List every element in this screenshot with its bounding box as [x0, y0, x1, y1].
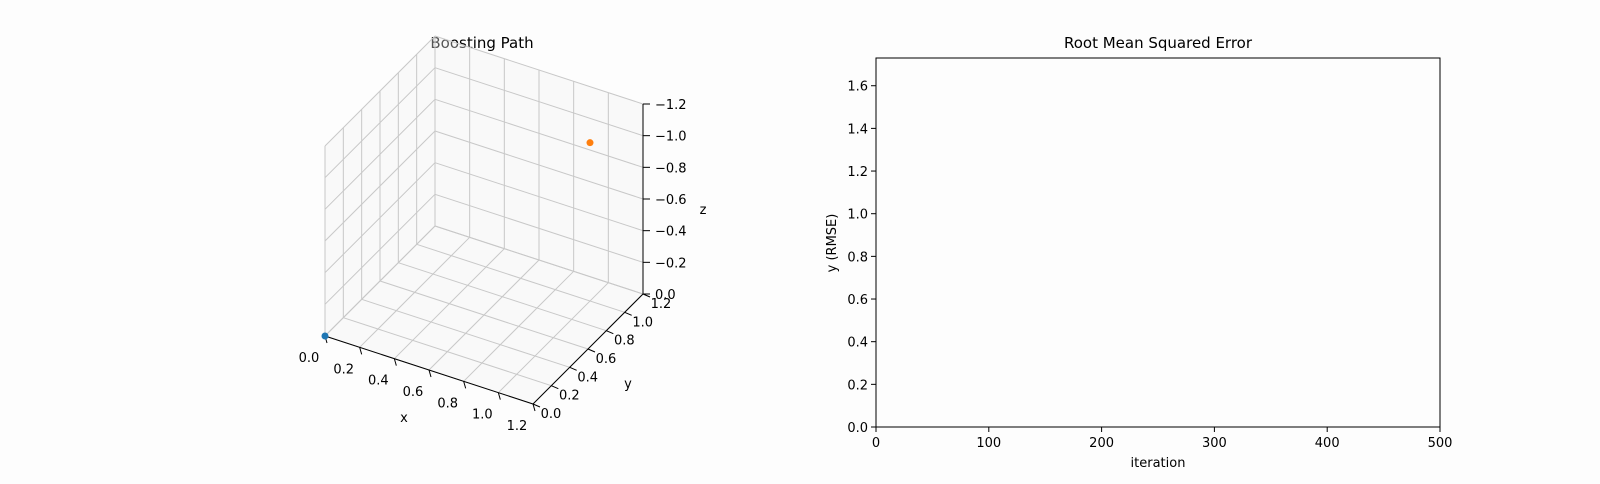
y-tick-mark [587, 348, 596, 353]
z-tick-label: −0.6 [655, 193, 687, 208]
rmse-y-tick-label: 1.2 [847, 165, 868, 180]
left-grid-line-z [324, 193, 436, 305]
back-grid-line-z [434, 225, 644, 295]
rmse-plot-area [875, 57, 1441, 428]
x-tick-label: 0.0 [299, 351, 320, 366]
rmse-x-tick-label: 500 [1428, 436, 1453, 451]
y-tick-label: 0.8 [614, 334, 635, 349]
left-grid-line-z [324, 67, 436, 179]
x-tick-mark [463, 381, 467, 389]
y-tick-mark [624, 311, 632, 316]
left-grid-line-z [324, 35, 436, 147]
floor-grid-line-y [379, 280, 589, 350]
left-grid-line-z [324, 130, 436, 242]
z-tick-label: 0.0 [655, 288, 676, 303]
rmse-title: Root Mean Squared Error [1064, 34, 1253, 52]
z-axis-label: z [700, 203, 707, 218]
x-axis-label: x [400, 411, 408, 426]
y-tick-label: 0.2 [559, 389, 580, 404]
y-tick-label: 0.4 [577, 370, 598, 385]
z-tick-label: −1.2 [655, 98, 687, 113]
y-tick-label: 0.0 [541, 407, 562, 422]
x-tick-mark [532, 403, 536, 412]
left-grid-line-z [324, 162, 436, 274]
rmse-y-tick-label: 0.8 [847, 250, 868, 265]
rmse-x-tick-label: 100 [976, 436, 1001, 451]
floor-grid-line-y [361, 298, 570, 368]
x-tick-mark [428, 369, 432, 378]
rmse-y-tick-label: 1.0 [847, 208, 868, 223]
data-point [321, 332, 329, 340]
rmse-y-tick-label: 1.4 [847, 122, 868, 137]
x-tick-mark [393, 358, 397, 366]
axes3d-panes [325, 36, 643, 404]
axes3d-grid [324, 35, 644, 405]
boosting-path-title: Boosting Path [430, 34, 533, 52]
rmse-y-axis-label: y (RMSE) [825, 214, 840, 273]
floor-grid-line-y [343, 317, 552, 387]
left-grid-line-z [324, 225, 436, 337]
y-tick-mark [569, 366, 577, 371]
y-tick-label: 0.6 [596, 352, 617, 367]
rmse-y-tick-label: 0.0 [847, 421, 868, 436]
x-tick-label: 0.8 [437, 396, 458, 411]
data-point [586, 139, 594, 147]
rmse-y-tick-label: 1.6 [847, 80, 868, 95]
back-grid-line-z [434, 98, 644, 168]
y-axis-label: y [624, 377, 632, 392]
y-tick-label: 1.2 [651, 297, 672, 312]
z-tick-label: −0.2 [655, 256, 687, 271]
axes3d-ticks: 0.00.20.40.60.81.01.20.00.20.40.60.81.01… [299, 98, 687, 434]
x-tick-mark [359, 347, 363, 355]
rmse-x-tick-label: 400 [1315, 436, 1340, 451]
rmse-y-tick-label: 0.2 [847, 378, 868, 393]
y-tick-mark [532, 403, 541, 408]
rmse-x-tick-label: 300 [1202, 436, 1227, 451]
x-tick-label: 0.2 [333, 362, 354, 377]
rmse-x-tick-label: 0 [872, 436, 880, 451]
back-grid-line-z [434, 130, 644, 200]
floor-grid-line-y [398, 262, 607, 332]
y-tick-label: 1.0 [632, 315, 653, 330]
floor-grid-line-y [416, 243, 625, 313]
z-tick-label: −0.4 [655, 225, 687, 240]
rmse-y-tick-label: 0.4 [847, 336, 868, 351]
rmse-y-ticks: 0.0 0.2 0.4 0.6 0.8 1.0 1.2 1.4 1.6 [847, 80, 876, 436]
x-tick-mark [497, 392, 501, 400]
z-tick-label: −0.8 [655, 161, 687, 176]
rmse-plot: Root Mean Squared Error 0 100 200 300 400 500… [825, 34, 1452, 471]
z-tick-label: −1.0 [655, 130, 687, 145]
x-tick-label: 0.6 [403, 385, 424, 400]
left-grid-line-z [324, 98, 436, 210]
x-tick-label: 1.2 [507, 419, 528, 434]
rmse-y-tick-label: 0.6 [847, 293, 868, 308]
rmse-x-ticks: 0 100 200 300 400 500 [872, 427, 1453, 451]
axes3d-points [321, 139, 594, 340]
y-tick-mark [551, 385, 559, 390]
back-grid-line-z [434, 67, 644, 137]
back-grid-line-z [434, 162, 644, 232]
x-tick-label: 1.0 [472, 408, 493, 423]
back-grid-line-z [434, 193, 644, 263]
y-tick-mark [606, 330, 614, 335]
rmse-x-axis-label: iteration [1131, 456, 1186, 471]
back-grid-line-z [434, 35, 644, 105]
rmse-x-tick-label: 200 [1089, 436, 1114, 451]
boosting-path-plot: Boosting Path 0.00.20.40.60.81.01.20.00.… [299, 34, 707, 434]
x-tick-label: 0.4 [368, 374, 389, 389]
